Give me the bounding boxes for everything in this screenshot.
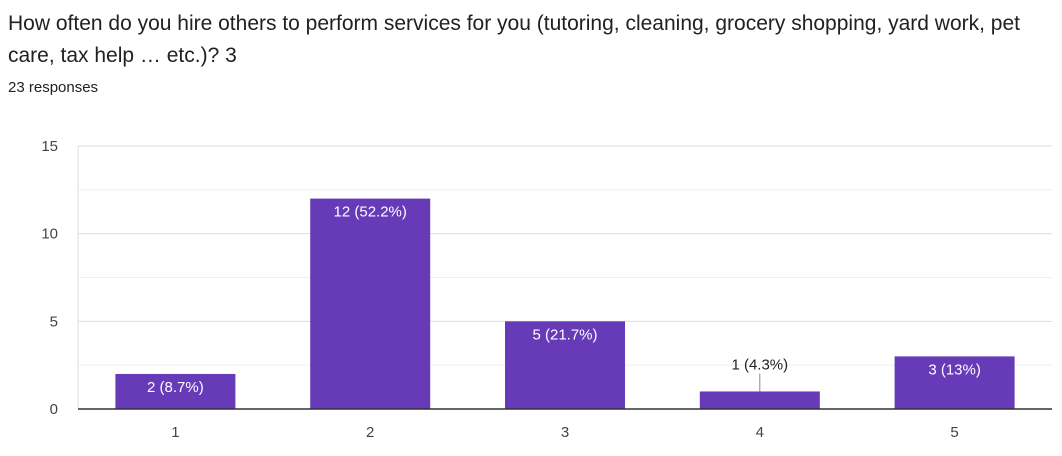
y-tick-label: 0 (50, 401, 58, 418)
bar-4 (699, 391, 820, 409)
bar-label-4: 1 (4.3%) (731, 356, 788, 373)
y-tick-label: 15 (41, 138, 58, 155)
bar-5 (894, 356, 1015, 409)
bar-label-2: 12 (52.2%) (334, 204, 407, 221)
y-tick-label: 10 (41, 226, 58, 243)
bar-2 (310, 198, 431, 409)
question-title: How often do you hire others to perform … (8, 12, 1020, 67)
y-tick-label: 5 (50, 313, 58, 330)
bar-1 (115, 373, 236, 409)
bar-label-3: 5 (21.7%) (532, 326, 597, 343)
bar-label-1: 2 (8.7%) (147, 379, 204, 396)
x-tick-label: 5 (950, 424, 958, 441)
bar-3 (505, 321, 625, 409)
bar-label-5: 3 (13%) (928, 361, 981, 378)
response-count: 23 responses (8, 79, 99, 96)
x-tick-label: 2 (366, 424, 374, 441)
x-tick-label: 4 (756, 424, 764, 441)
x-tick-label: 1 (171, 424, 179, 441)
x-tick-label: 3 (561, 424, 569, 441)
